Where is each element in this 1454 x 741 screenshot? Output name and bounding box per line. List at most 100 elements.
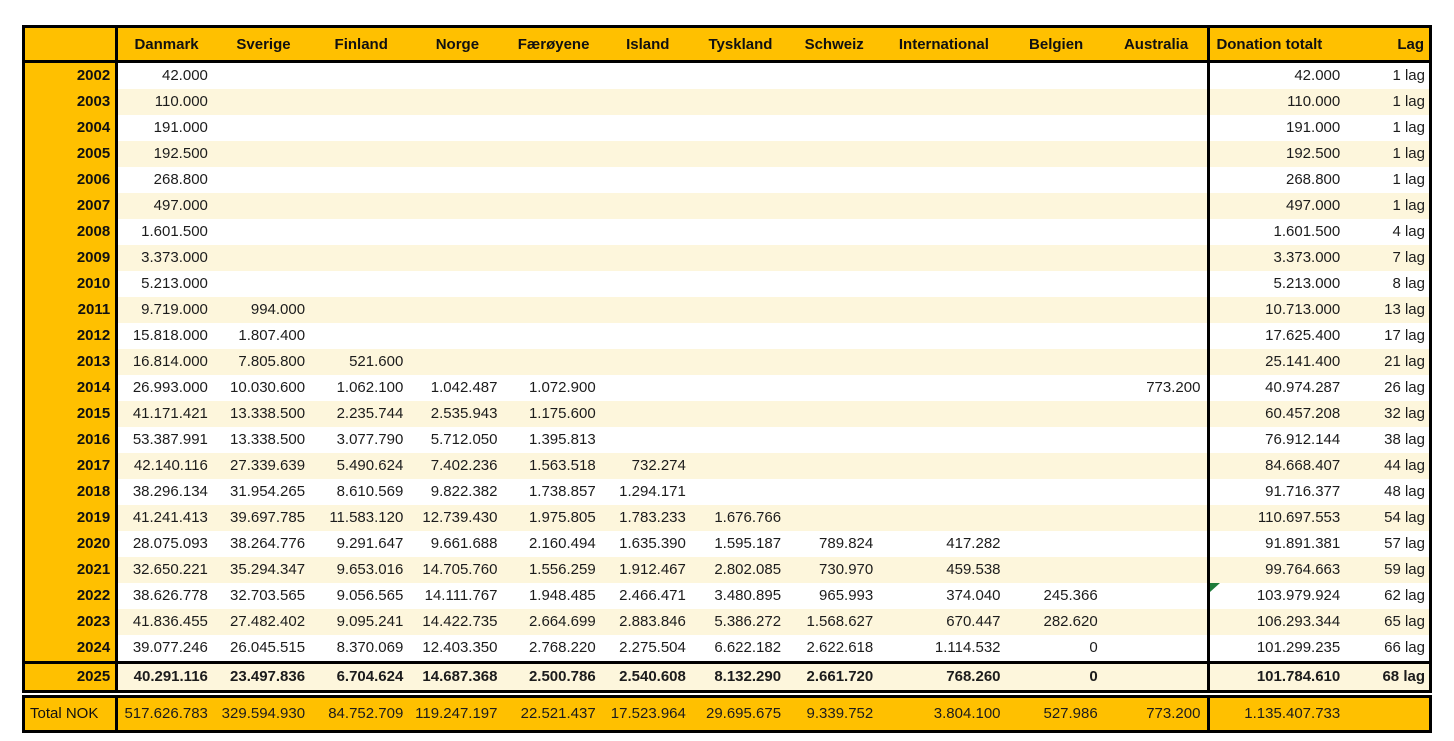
cell-2002-tyskland[interactable]	[692, 61, 789, 89]
cell-2016-international[interactable]	[880, 427, 1008, 453]
cell-2019-lag[interactable]: 54 lag	[1354, 505, 1431, 531]
cell-2011-sverige[interactable]: 994.000	[214, 297, 313, 323]
cell-2017-schweiz[interactable]	[788, 453, 881, 479]
year-cell-2019[interactable]: 2019	[23, 505, 119, 531]
cell-2012-international[interactable]	[880, 323, 1008, 349]
cell-2021-danmark[interactable]: 32.650.221	[116, 557, 215, 583]
cell-2012-island[interactable]	[602, 323, 693, 349]
cell-2002-australia[interactable]	[1104, 61, 1209, 89]
year-cell-2018[interactable]: 2018	[23, 479, 119, 505]
cell-2015-belgien[interactable]	[1007, 401, 1105, 427]
cell-2010-sverige[interactable]	[214, 271, 313, 297]
cell-2022-sverige[interactable]: 32.703.565	[214, 583, 313, 609]
cell-2012-lag[interactable]: 17 lag	[1354, 323, 1431, 349]
cell-2011-finland[interactable]	[312, 297, 411, 323]
cell-2007-sverige[interactable]	[214, 193, 313, 219]
total-cell-belgien[interactable]: 527.986	[1007, 696, 1105, 732]
cell-2025-sverige[interactable]: 23.497.836	[214, 661, 313, 693]
cell-2013-tyskland[interactable]	[692, 349, 789, 375]
cell-2004-lag[interactable]: 1 lag	[1354, 115, 1431, 141]
cell-2008-faeroyene[interactable]	[504, 219, 603, 245]
cell-2006-faeroyene[interactable]	[504, 167, 603, 193]
column-header-sverige[interactable]: Sverige	[214, 26, 313, 63]
column-header-belgien[interactable]: Belgien	[1007, 26, 1105, 63]
total-cell-faeroyene[interactable]: 22.521.437	[504, 696, 603, 732]
cell-2017-lag[interactable]: 44 lag	[1354, 453, 1431, 479]
cell-2024-finland[interactable]: 8.370.069	[312, 635, 411, 663]
cell-2021-belgien[interactable]	[1007, 557, 1105, 583]
cell-2022-danmark[interactable]: 38.626.778	[116, 583, 215, 609]
cell-2009-finland[interactable]	[312, 245, 411, 271]
year-cell-2005[interactable]: 2005	[23, 141, 119, 167]
cell-2008-donation-totalt[interactable]: 1.601.500	[1207, 219, 1355, 245]
cell-2005-international[interactable]	[880, 141, 1008, 167]
year-cell-2009[interactable]: 2009	[23, 245, 119, 271]
cell-2008-sverige[interactable]	[214, 219, 313, 245]
cell-2021-international[interactable]: 459.538	[880, 557, 1008, 583]
cell-2024-island[interactable]: 2.275.504	[602, 635, 693, 663]
cell-2013-danmark[interactable]: 16.814.000	[116, 349, 215, 375]
cell-2015-sverige[interactable]: 13.338.500	[214, 401, 313, 427]
cell-2023-international[interactable]: 670.447	[880, 609, 1008, 635]
cell-2010-tyskland[interactable]	[692, 271, 789, 297]
column-header-donation-totalt[interactable]: Donation totalt	[1207, 26, 1355, 63]
cell-2002-danmark[interactable]: 42.000	[116, 61, 215, 89]
cell-2011-lag[interactable]: 13 lag	[1354, 297, 1431, 323]
cell-2003-australia[interactable]	[1104, 89, 1209, 115]
cell-2003-schweiz[interactable]	[788, 89, 881, 115]
cell-2003-sverige[interactable]	[214, 89, 313, 115]
cell-2009-tyskland[interactable]	[692, 245, 789, 271]
cell-2017-donation-totalt[interactable]: 84.668.407	[1207, 453, 1355, 479]
cell-2008-norge[interactable]	[410, 219, 505, 245]
column-header-finland[interactable]: Finland	[312, 26, 411, 63]
cell-2016-australia[interactable]	[1104, 427, 1209, 453]
cell-2022-faeroyene[interactable]: 1.948.485	[504, 583, 603, 609]
cell-2014-finland[interactable]: 1.062.100	[312, 375, 411, 401]
cell-2020-faeroyene[interactable]: 2.160.494	[504, 531, 603, 557]
year-cell-2025[interactable]: 2025	[23, 661, 119, 693]
cell-2003-finland[interactable]	[312, 89, 411, 115]
cell-2009-danmark[interactable]: 3.373.000	[116, 245, 215, 271]
cell-2007-danmark[interactable]: 497.000	[116, 193, 215, 219]
cell-2024-danmark[interactable]: 39.077.246	[116, 635, 215, 663]
cell-2022-international[interactable]: 374.040	[880, 583, 1008, 609]
cell-2006-sverige[interactable]	[214, 167, 313, 193]
cell-2009-sverige[interactable]	[214, 245, 313, 271]
cell-2010-finland[interactable]	[312, 271, 411, 297]
cell-2022-tyskland[interactable]: 3.480.895	[692, 583, 789, 609]
cell-2011-belgien[interactable]	[1007, 297, 1105, 323]
cell-2010-australia[interactable]	[1104, 271, 1209, 297]
cell-2012-belgien[interactable]	[1007, 323, 1105, 349]
cell-2020-donation-totalt[interactable]: 91.891.381	[1207, 531, 1355, 557]
year-cell-2006[interactable]: 2006	[23, 167, 119, 193]
cell-2008-danmark[interactable]: 1.601.500	[116, 219, 215, 245]
cell-2010-belgien[interactable]	[1007, 271, 1105, 297]
cell-2006-australia[interactable]	[1104, 167, 1209, 193]
cell-2019-finland[interactable]: 11.583.120	[312, 505, 411, 531]
cell-2008-international[interactable]	[880, 219, 1008, 245]
cell-2017-international[interactable]	[880, 453, 1008, 479]
cell-2006-danmark[interactable]: 268.800	[116, 167, 215, 193]
cell-2002-international[interactable]	[880, 61, 1008, 89]
cell-2012-donation-totalt[interactable]: 17.625.400	[1207, 323, 1355, 349]
cell-2005-schweiz[interactable]	[788, 141, 881, 167]
cell-2020-island[interactable]: 1.635.390	[602, 531, 693, 557]
cell-2008-australia[interactable]	[1104, 219, 1209, 245]
cell-2004-norge[interactable]	[410, 115, 505, 141]
cell-2009-australia[interactable]	[1104, 245, 1209, 271]
cell-2025-finland[interactable]: 6.704.624	[312, 661, 411, 693]
cell-2011-donation-totalt[interactable]: 10.713.000	[1207, 297, 1355, 323]
cell-2020-norge[interactable]: 9.661.688	[410, 531, 505, 557]
cell-2020-lag[interactable]: 57 lag	[1354, 531, 1431, 557]
total-cell-finland[interactable]: 84.752.709	[312, 696, 411, 732]
cell-2004-tyskland[interactable]	[692, 115, 789, 141]
cell-2011-faeroyene[interactable]	[504, 297, 603, 323]
year-cell-2020[interactable]: 2020	[23, 531, 119, 557]
cell-2013-donation-totalt[interactable]: 25.141.400	[1207, 349, 1355, 375]
cell-2019-norge[interactable]: 12.739.430	[410, 505, 505, 531]
cell-2007-island[interactable]	[602, 193, 693, 219]
cell-2021-lag[interactable]: 59 lag	[1354, 557, 1431, 583]
cell-2006-finland[interactable]	[312, 167, 411, 193]
cell-2018-finland[interactable]: 8.610.569	[312, 479, 411, 505]
year-cell-2012[interactable]: 2012	[23, 323, 119, 349]
